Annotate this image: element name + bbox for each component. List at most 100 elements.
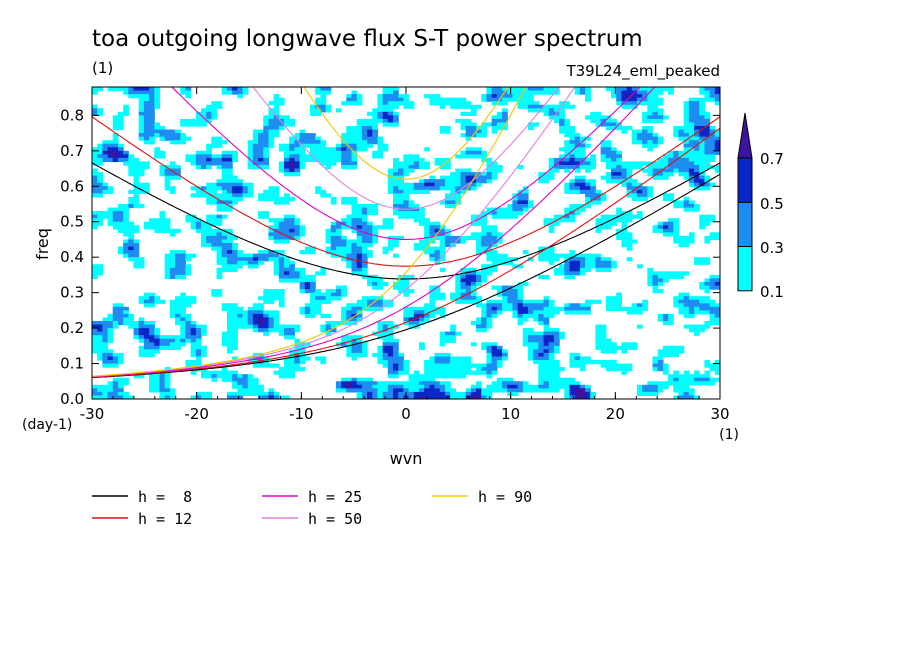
power-cell [434, 356, 441, 361]
power-cell [543, 349, 550, 354]
power-cell [662, 349, 669, 354]
power-cell [382, 342, 389, 347]
power-cell [465, 136, 472, 141]
power-cell [709, 381, 716, 386]
power-cell [439, 228, 446, 233]
power-cell [393, 189, 399, 194]
power-cell [491, 97, 498, 102]
power-cell [595, 260, 602, 265]
power-cell [195, 157, 202, 163]
power-cell [543, 384, 550, 389]
power-cell [512, 299, 519, 304]
power-cell [652, 356, 659, 361]
power-cell [476, 328, 482, 333]
power-cell [206, 214, 212, 219]
power-cell [299, 367, 306, 372]
power-cell [164, 228, 171, 233]
power-cell [699, 374, 706, 379]
power-cell [486, 228, 493, 233]
power-cell [97, 342, 103, 347]
power-cell [367, 228, 373, 233]
power-cell [154, 97, 161, 102]
power-cell [346, 310, 353, 315]
power-cell [564, 186, 571, 191]
power-cell [486, 367, 493, 372]
power-cell [154, 228, 161, 233]
power-cell [704, 129, 711, 134]
power-cell [496, 377, 503, 382]
power-cell [393, 243, 399, 248]
power-cell [553, 111, 560, 116]
power-cell [315, 154, 321, 159]
power-cell [450, 196, 456, 202]
power-cell [247, 381, 254, 386]
power-cell [642, 189, 648, 194]
power-cell [668, 172, 674, 177]
power-cell [284, 257, 290, 262]
power-cell [289, 374, 296, 379]
power-cell [346, 101, 353, 106]
power-cell [460, 118, 467, 124]
power-cell [232, 267, 238, 272]
power-cell [631, 306, 638, 311]
power-cell [439, 335, 446, 340]
power-cell [460, 289, 467, 294]
power-cell [393, 370, 399, 375]
power-cell [356, 204, 363, 209]
power-cell [699, 118, 706, 124]
power-cell [133, 264, 140, 269]
power-cell [143, 94, 150, 99]
power-cell [543, 179, 550, 184]
power-cell [299, 310, 306, 315]
power-cell [694, 104, 700, 109]
power-cell [590, 111, 597, 116]
power-cell [138, 165, 145, 170]
power-cell [190, 118, 197, 124]
power-cell [548, 157, 555, 163]
power-cell [564, 211, 571, 216]
power-cell [268, 235, 275, 241]
power-cell [382, 356, 389, 361]
power-cell [232, 87, 238, 92]
power-cell [652, 87, 659, 92]
power-cell [470, 150, 477, 155]
power-cell [206, 232, 212, 237]
power-cell [356, 352, 363, 358]
power-cell [673, 349, 680, 354]
power-cell [579, 306, 586, 311]
power-cell [398, 94, 404, 99]
power-cell [278, 374, 285, 379]
power-cell [221, 168, 228, 173]
power-cell [460, 104, 467, 109]
power-cell [502, 299, 508, 304]
power-cell [553, 331, 560, 336]
power-cell [263, 292, 270, 297]
power-cell [325, 104, 332, 109]
power-cell [548, 313, 555, 319]
power-cell [330, 200, 337, 205]
power-cell [418, 161, 425, 166]
power-cell [206, 154, 212, 159]
power-cell [538, 335, 545, 340]
power-cell [252, 253, 259, 258]
power-cell [242, 186, 249, 191]
power-cell [611, 260, 617, 265]
power-cell [252, 147, 259, 152]
power-cell [92, 186, 98, 191]
power-cell [102, 321, 109, 326]
power-cell [97, 189, 103, 194]
power-cell [128, 253, 135, 258]
power-cell [491, 388, 498, 393]
power-cell [393, 104, 399, 109]
power-cell [496, 111, 503, 116]
power-cell [652, 165, 659, 170]
power-cell [538, 321, 545, 326]
power-cell [569, 157, 576, 163]
power-cell [683, 118, 690, 124]
power-cell [543, 253, 550, 258]
power-cell [626, 345, 633, 350]
power-cell [107, 321, 114, 326]
power-cell [117, 306, 124, 311]
power-cell [382, 381, 389, 386]
power-cell [626, 179, 633, 184]
